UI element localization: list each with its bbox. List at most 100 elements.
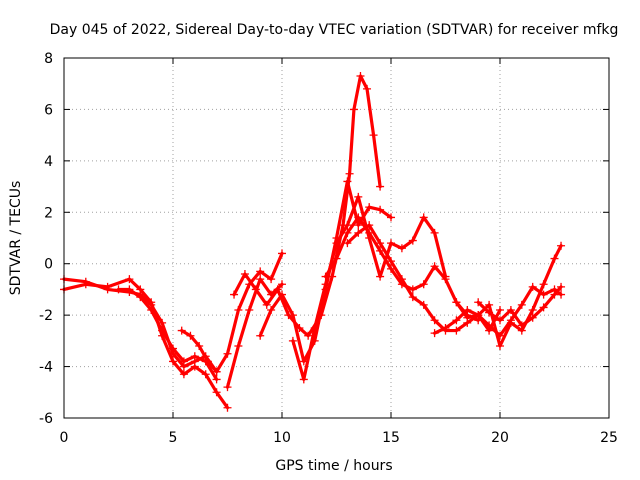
data-point	[539, 280, 548, 289]
data-point	[365, 221, 374, 230]
data-point	[557, 282, 566, 291]
data-point	[419, 280, 428, 289]
data-point	[452, 316, 461, 325]
data-point	[474, 311, 483, 320]
data-point	[223, 403, 232, 412]
data-point	[430, 228, 439, 237]
data-point	[397, 275, 406, 284]
x-tick-label: 5	[169, 430, 178, 446]
data-point	[136, 293, 145, 302]
series-arc-12	[452, 241, 566, 350]
data-point	[485, 308, 494, 317]
data-point	[234, 306, 243, 314]
data-point	[203, 357, 212, 366]
data-point	[517, 300, 526, 309]
data-point	[179, 357, 188, 366]
series-trace	[258, 179, 393, 364]
data-point	[343, 177, 352, 186]
data-point	[354, 221, 363, 230]
data-point	[103, 285, 112, 294]
series-trace	[225, 277, 284, 389]
data-point	[387, 257, 395, 266]
y-tick-label: -2	[39, 308, 53, 324]
y-tick-label: -4	[39, 360, 53, 376]
data-point	[256, 267, 265, 276]
data-point	[190, 352, 199, 361]
data-point	[177, 326, 186, 335]
x-tick-label: 15	[382, 430, 400, 446]
data-point	[506, 318, 515, 327]
data-point	[539, 303, 548, 312]
y-tick-label: 2	[44, 205, 53, 221]
data-point	[179, 370, 188, 379]
data-point	[321, 272, 330, 281]
data-point	[158, 326, 167, 335]
chart-title: Day 045 of 2022, Sidereal Day-to-day VTE…	[50, 22, 619, 38]
data-point	[408, 236, 417, 245]
x-tick-label: 0	[60, 430, 69, 446]
data-point	[223, 349, 232, 358]
data-point	[496, 342, 504, 350]
data-point	[147, 306, 156, 314]
data-point	[212, 375, 221, 384]
data-point	[273, 285, 282, 294]
data-point	[517, 321, 526, 330]
data-point	[365, 203, 374, 212]
data-point	[550, 290, 559, 299]
data-point	[356, 72, 365, 80]
data-point	[304, 331, 313, 340]
series-arc-1	[60, 275, 232, 412]
data-point	[441, 275, 450, 284]
data-point	[485, 300, 494, 309]
series-arc-9	[321, 213, 483, 325]
data-point	[343, 221, 352, 230]
series-arc-10	[343, 221, 504, 335]
data-point	[376, 182, 385, 191]
data-point	[114, 285, 123, 294]
plot-frame	[63, 57, 610, 419]
data-point	[354, 228, 363, 237]
data-point	[376, 239, 385, 248]
x-tick-label: 25	[600, 430, 618, 446]
data-point	[354, 192, 363, 201]
data-point	[496, 316, 504, 325]
axis-ticks: 0 5 10 15 20 25 -6 -4 -2 0 2 4 6 8	[39, 51, 618, 446]
data-point	[310, 324, 319, 332]
data-point	[550, 254, 559, 263]
data-point	[397, 244, 406, 253]
data-point	[267, 275, 276, 284]
data-point	[212, 388, 221, 397]
data-point	[256, 275, 265, 284]
data-point	[419, 300, 428, 309]
series-arc-8	[288, 192, 450, 384]
series-arc-13	[474, 282, 566, 330]
data-point	[452, 298, 461, 307]
data-point	[528, 306, 537, 314]
data-point	[354, 213, 363, 222]
series-trace	[116, 287, 219, 382]
data-point	[376, 246, 385, 255]
series-trace	[232, 74, 382, 338]
data-point	[125, 285, 134, 294]
data-point	[557, 241, 566, 250]
data-point	[169, 344, 177, 353]
data-point	[125, 275, 134, 284]
data-point	[430, 262, 439, 271]
data-point	[332, 254, 341, 263]
data-point	[408, 285, 417, 294]
data-point	[343, 239, 352, 248]
data-point	[349, 105, 358, 114]
data-point	[278, 249, 286, 258]
data-point	[528, 282, 537, 291]
data-point	[240, 270, 249, 278]
series-arc-6	[230, 72, 385, 340]
data-point	[365, 228, 374, 237]
data-point	[430, 329, 439, 338]
data-point	[256, 331, 265, 340]
y-tick-label: 8	[44, 51, 53, 67]
data-series	[60, 72, 566, 412]
data-point	[430, 316, 439, 325]
data-point	[230, 290, 239, 299]
data-point	[195, 342, 204, 350]
